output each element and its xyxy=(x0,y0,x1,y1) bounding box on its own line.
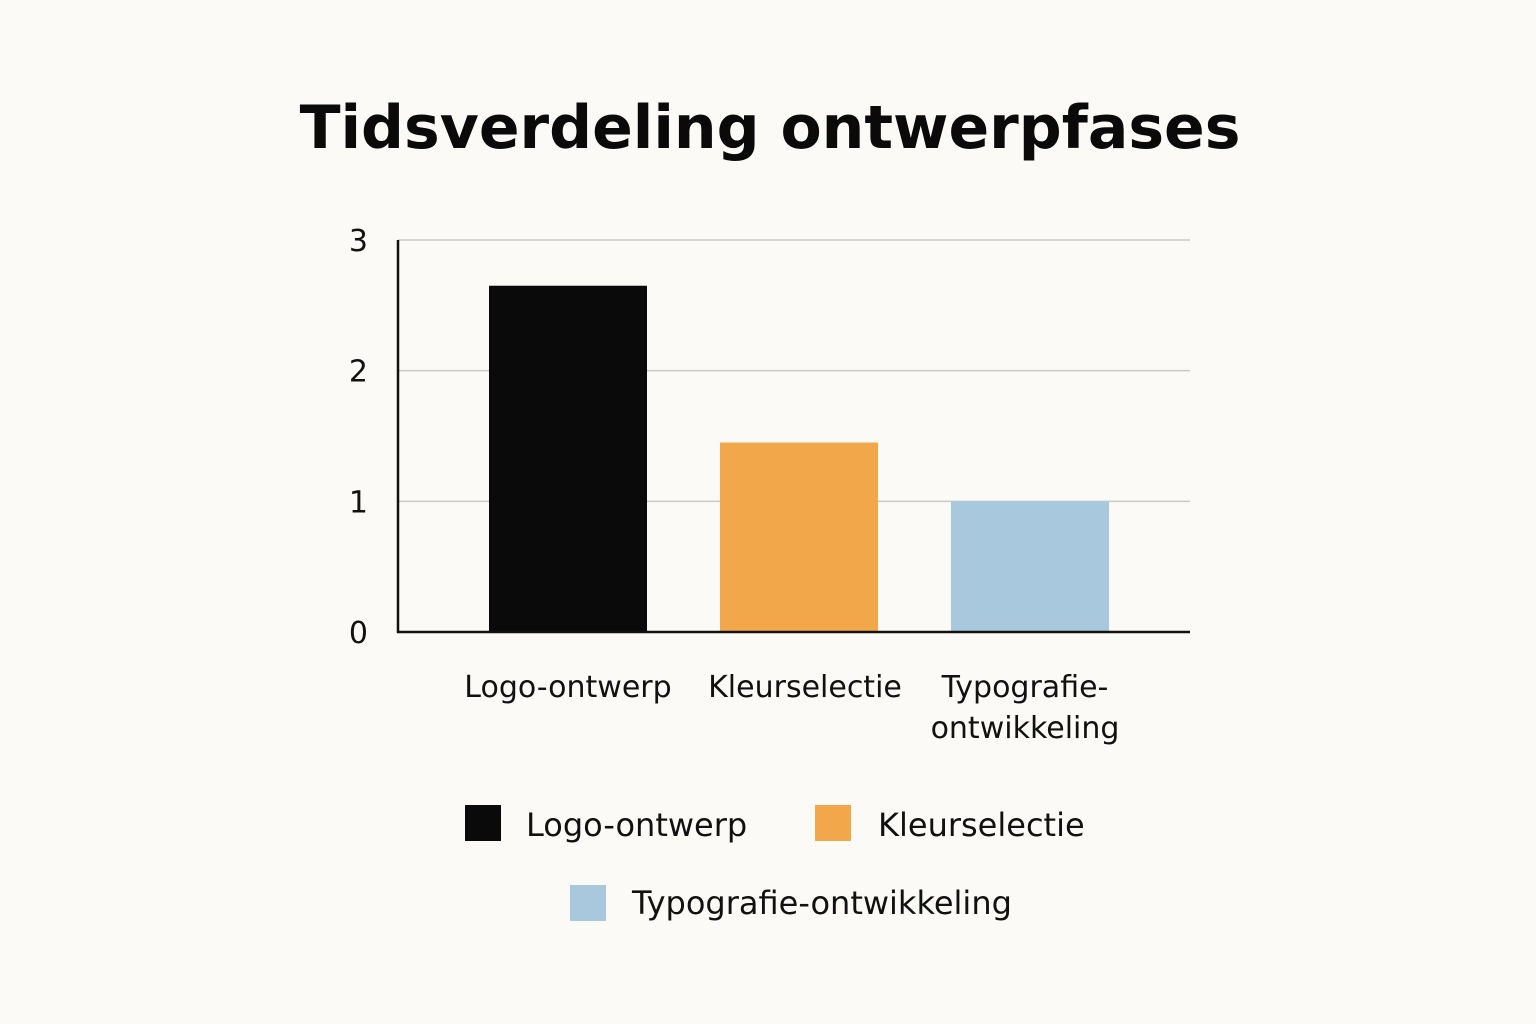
bar-1 xyxy=(489,285,647,632)
y-tick-label-3: 3 xyxy=(349,224,368,259)
y-tick-label-2: 2 xyxy=(349,355,368,390)
y-tick-label-1: 1 xyxy=(349,485,368,520)
y-axis-ticks: 0 1 2 3 xyxy=(349,224,368,651)
legend-label-1: Logo-ontwerp xyxy=(526,806,747,844)
legend: Logo-ontwerp Kleurselectie Typografie-ontw… xyxy=(465,805,1085,922)
bar-3 xyxy=(951,501,1109,632)
x-tick-label-3: Typografie-ontwikkeling xyxy=(931,670,1120,746)
axes xyxy=(396,240,1190,634)
legend-label-3: Typografie-ontwikkeling xyxy=(631,884,1012,922)
bars xyxy=(489,285,1109,632)
legend-swatch-2 xyxy=(815,805,851,841)
x-tick-label-1: Logo-ontwerp xyxy=(464,670,671,705)
bar-2 xyxy=(720,442,878,632)
y-tick-label-0: 0 xyxy=(349,616,368,651)
legend-label-2: Kleurselectie xyxy=(878,806,1085,844)
x-axis-labels: Logo-ontwerp Kleurselectie Typografie-ontw… xyxy=(464,670,1119,746)
legend-swatch-1 xyxy=(465,805,501,841)
chart-title: Tidsverdeling ontwerpfases xyxy=(300,93,1241,163)
legend-swatch-3 xyxy=(570,885,606,921)
x-tick-label-2: Kleurselectie xyxy=(708,670,902,705)
